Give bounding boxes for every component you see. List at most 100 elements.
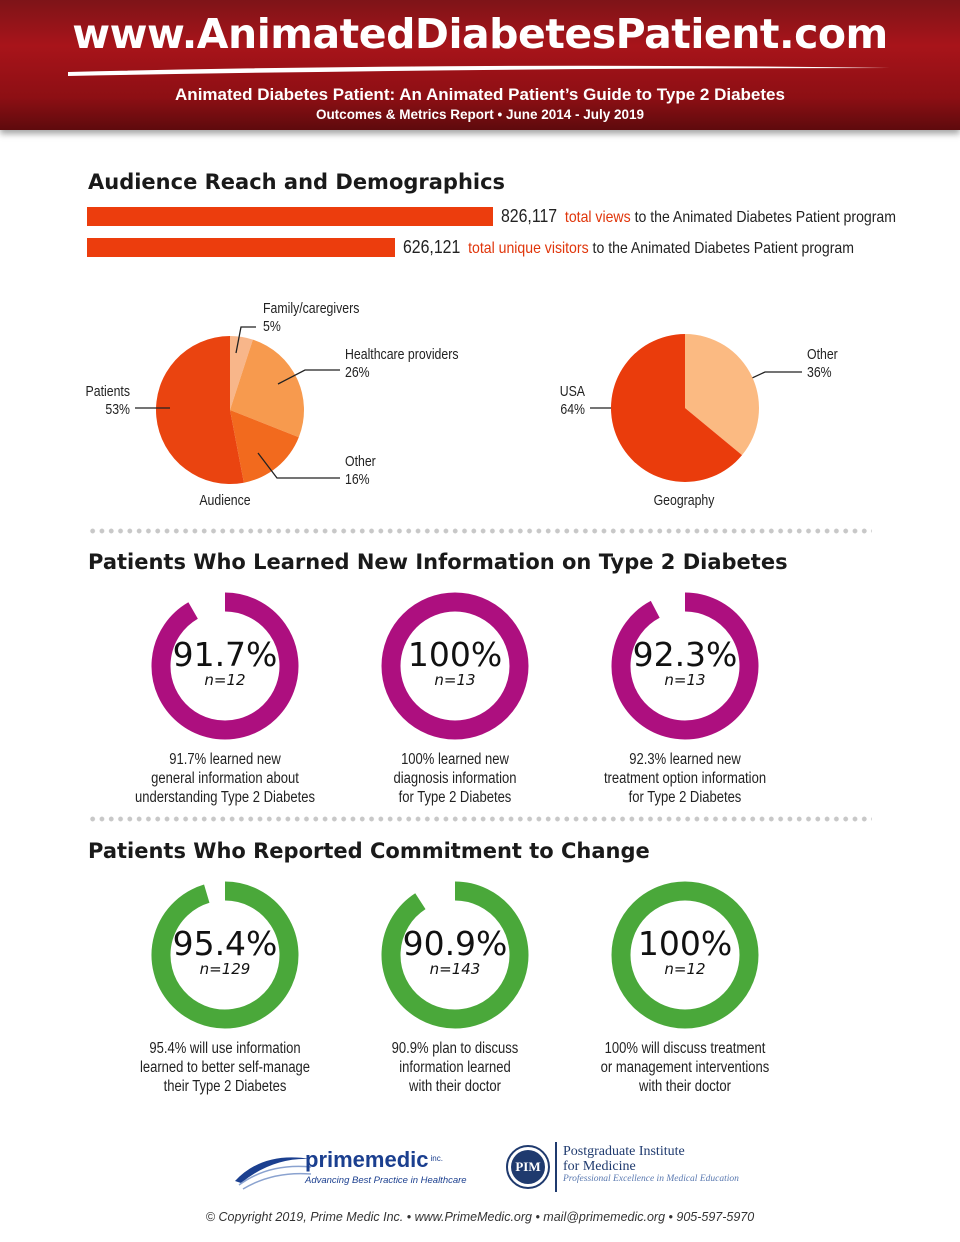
pie-label-usa-value: 64%	[560, 401, 585, 418]
learned-donut-n-3: n=13	[664, 671, 706, 689]
learned-donut-arc-3	[611, 592, 759, 740]
learned-donut-n-2: n=13	[434, 671, 476, 689]
primemedic-logo[interactable]: primemedic inc. Advancing Best Practice i…	[233, 1143, 467, 1193]
commitment-donut-caption-2: 90.9% plan to discuss information learned…	[340, 1039, 570, 1096]
commitment-donut-n-3: n=12	[664, 960, 706, 978]
primemedic-bold: prime	[305, 1147, 365, 1172]
learned-caption-line: 100% learned new	[401, 751, 509, 768]
commitment-donut-value-2: 90.9%	[402, 924, 508, 963]
commitment-caption-line: their Type 2 Diabetes	[163, 1078, 287, 1095]
dotted-divider	[88, 816, 872, 822]
pim-divider	[555, 1142, 557, 1192]
commitment-caption-line: 100% will discuss treatment	[604, 1040, 766, 1057]
pie-slice-family-caregivers	[230, 336, 253, 410]
primemedic-tagline: Advancing Best Practice in Healthcare	[305, 1175, 467, 1186]
pie-slice-healthcare-providers	[230, 339, 304, 438]
pie-label-other-value: 16%	[345, 471, 370, 488]
report-period: Outcomes & Metrics Report • June 2014 - …	[315, 107, 645, 122]
pie-label-geo-other-value: 36%	[807, 364, 832, 381]
commitment-caption-line: information learned	[399, 1059, 511, 1076]
pie-slice-patients	[156, 336, 244, 484]
learned-donut-value-3: 92.3%	[632, 635, 738, 674]
views-bar-label: 826,117 total views to the Animated Diab…	[501, 206, 896, 227]
learned-donut-3	[611, 592, 759, 740]
learned-caption-line: for Type 2 Diabetes	[628, 789, 742, 806]
primemedic-light: medic	[364, 1147, 429, 1172]
pie-label-patients-value: 53%	[105, 401, 130, 418]
views-rest: to the Animated Diabetes Patient program	[634, 209, 896, 226]
visitors-highlight: total unique visitors	[468, 240, 589, 257]
commitment-donut-value-1: 95.4%	[172, 924, 278, 963]
learned-donut-2	[381, 592, 529, 740]
commitment-caption-line: with their doctor	[639, 1078, 731, 1095]
commitment-donut-caption-3: 100% will discuss treatment or management…	[570, 1039, 800, 1096]
pie-label-family-caregivers-name: Family/caregivers	[263, 300, 360, 317]
views-highlight: total views	[564, 209, 631, 226]
geography-pie-caption: Geography	[653, 492, 715, 509]
swoosh-decoration	[68, 65, 892, 76]
section-title-commitment: Patients Who Reported Commitment to Chan…	[88, 839, 650, 863]
pie-label-patients-name: Patients	[85, 383, 130, 400]
learned-caption-line: for Type 2 Diabetes	[398, 789, 512, 806]
pie-label-geo-other-name: Other	[807, 346, 838, 363]
learned-caption-line: treatment option information	[603, 770, 767, 787]
report-subtitle: Animated Diabetes Patient: An Animated P…	[175, 85, 785, 104]
pim-logo[interactable]: PIM Postgraduate Institute for Medicine …	[505, 1140, 745, 1196]
commitment-donut-3	[611, 881, 759, 1029]
pie-label-family-caregivers: Family/caregivers 5%	[263, 300, 359, 336]
visitors-count: 626,121	[403, 237, 461, 257]
learned-caption-line: 91.7% learned new	[169, 751, 281, 768]
views-count: 826,117	[501, 206, 558, 226]
commitment-donut-1	[151, 881, 299, 1029]
visitors-rest: to the Animated Diabetes Patient program	[592, 240, 854, 257]
dotted-divider	[88, 528, 872, 534]
commitment-donut-arc-2	[381, 881, 529, 1029]
pie-label-family-caregivers-value: 5%	[263, 318, 281, 335]
commitment-caption-line: learned to better self-manage	[139, 1059, 311, 1076]
pim-tagline: Professional Excellence in Medical Educa…	[563, 1174, 739, 1184]
pie-label-other-name: Other	[345, 453, 376, 470]
audience-pie-caption: Audience	[199, 492, 251, 509]
learned-donut-value-1: 91.7%	[172, 635, 278, 674]
pim-name-line1: Postgraduate Institute	[563, 1144, 685, 1159]
pie-label-healthcare-providers-value: 26%	[345, 364, 370, 381]
commitment-donut-n-1: n=129	[199, 960, 251, 978]
audience-pie-chart	[156, 336, 304, 484]
commitment-caption-line: or management interventions	[600, 1059, 770, 1076]
pie-label-geo-other: Other 36%	[807, 346, 838, 382]
learned-donut-caption-2: 100% learned new diagnosis information for…	[340, 750, 570, 807]
learned-donut-value-2: 100%	[407, 635, 503, 674]
views-bar	[87, 207, 493, 226]
learned-caption-line: 92.3% learned new	[629, 751, 741, 768]
primemedic-inc: inc.	[430, 1153, 443, 1163]
pie-slice-usa	[611, 334, 743, 482]
commitment-donut-n-2: n=143	[429, 960, 481, 978]
pie-label-healthcare-providers-name: Healthcare providers	[345, 346, 459, 363]
learned-donut-caption-3: 92.3% learned new treatment option inform…	[570, 750, 800, 807]
commitment-donut-caption-1: 95.4% will use information learned to bet…	[110, 1039, 340, 1096]
learned-donut-arc-1	[151, 592, 299, 740]
pim-badge-icon	[506, 1145, 550, 1189]
learned-donut-caption-1: 91.7% learned new general information abo…	[110, 750, 340, 807]
learned-donut-1	[151, 592, 299, 740]
learned-caption-line: general information about	[151, 770, 299, 787]
pie-label-usa-name: USA	[559, 383, 585, 400]
site-title[interactable]: www.AnimatedDiabetesPatient.com	[72, 10, 888, 58]
commitment-donut-arc-1	[151, 881, 299, 1029]
commitment-donut-2	[381, 881, 529, 1029]
pim-name-line2: for Medicine	[563, 1159, 636, 1174]
audience-leader-lines	[135, 326, 802, 479]
pie-label-patients: Patients 53%	[73, 383, 130, 419]
pie-slice-other	[685, 334, 759, 456]
visitors-bar-label: 626,121 total unique visitors to the Ani…	[403, 237, 854, 258]
learned-caption-line: understanding Type 2 Diabetes	[134, 789, 315, 806]
header-banner: www.AnimatedDiabetesPatient.com Animated…	[0, 0, 960, 130]
pie-label-healthcare-providers: Healthcare providers 26%	[345, 346, 458, 382]
commitment-caption-line: 90.9% plan to discuss	[391, 1040, 519, 1057]
learned-caption-line: diagnosis information	[393, 770, 517, 787]
pie-label-usa: USA 64%	[528, 383, 585, 419]
commitment-donut-arc-3	[611, 881, 759, 1029]
section-title-audience-reach: Audience Reach and Demographics	[88, 170, 506, 194]
visitors-bar	[87, 238, 395, 257]
footer-copyright: © Copyright 2019, Prime Medic Inc. • www…	[205, 1210, 755, 1224]
